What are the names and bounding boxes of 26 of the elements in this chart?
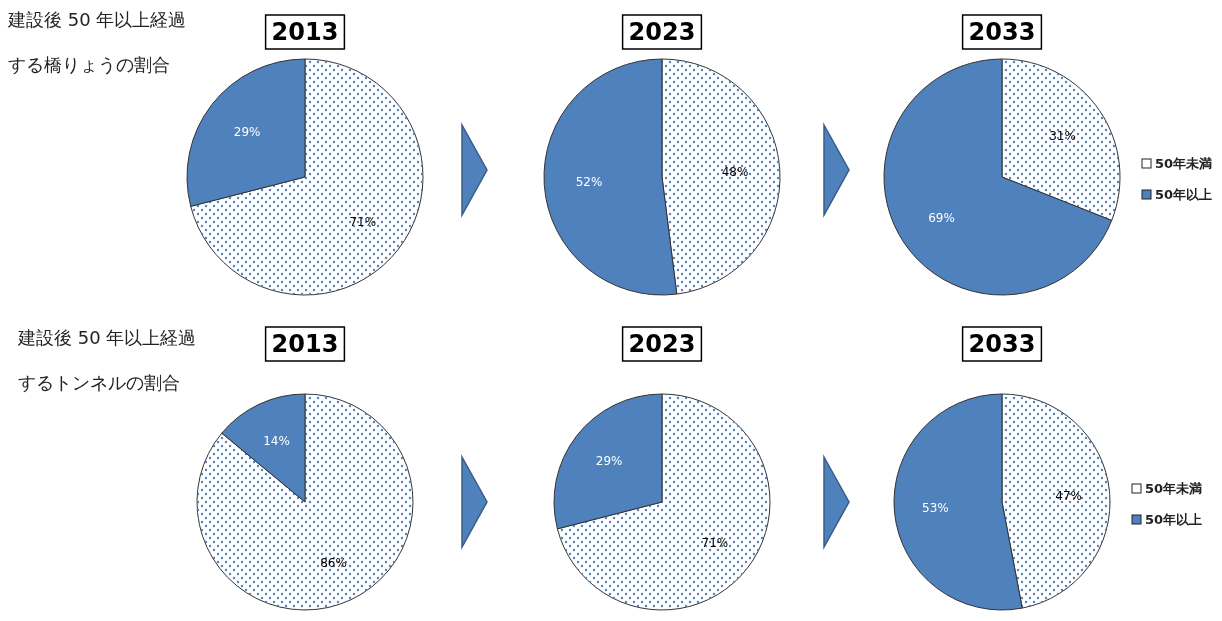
data-label: 29% <box>595 453 623 468</box>
data-label: 52% <box>575 174 603 189</box>
chart-title: 2033 <box>968 330 1036 358</box>
data-label: 53% <box>922 501 949 516</box>
chart-title: 2013 <box>271 18 339 46</box>
data-label: 71% <box>349 214 377 229</box>
slice-label: 50年未満 <box>1145 481 1203 496</box>
legend-label: 50年以上 <box>1155 187 1213 202</box>
text: 建設後 50 年以上経過 <box>17 327 197 348</box>
chart-title: 2033 <box>968 18 1036 46</box>
chart-title: 2023 <box>628 330 696 358</box>
legend-label: 50年以上 <box>1145 512 1203 527</box>
data-label: 71% <box>701 536 729 551</box>
chart-title: 2013 <box>271 330 339 358</box>
data-label: 86% <box>320 555 347 570</box>
text: する橋りょうの割合 <box>8 54 170 75</box>
slice-label: 50年未満 <box>1155 156 1213 171</box>
chart-title: 2023 <box>628 18 696 46</box>
data-label: 48% <box>721 165 749 180</box>
data-label: 69% <box>928 211 955 226</box>
text: するトンネルの割合 <box>18 372 180 393</box>
data-label: 14% <box>263 434 290 449</box>
data-label: 47% <box>1055 488 1082 503</box>
data-label: 31% <box>1049 128 1076 143</box>
text: 建設後 50 年以上経過 <box>7 9 187 30</box>
data-label: 29% <box>233 125 261 140</box>
